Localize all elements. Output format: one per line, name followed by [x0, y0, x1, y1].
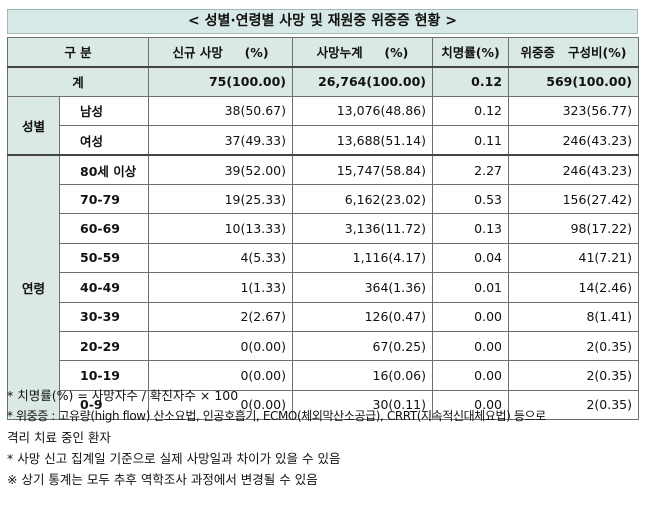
new-deaths-cell: 0(0.00) — [148, 360, 294, 391]
row-label: 30-39 — [58, 301, 150, 332]
fatality-cell: 0.00 — [432, 389, 510, 421]
row-label: 남성 — [58, 95, 150, 127]
new-deaths-cell: 1(1.33) — [148, 272, 294, 303]
severe-cell: 2(0.35) — [508, 360, 640, 391]
footnote: 격리 치료 중인 환자 — [7, 430, 111, 445]
footnote: * 위중증 : 고유량(high flow) 산소요법, 인공호흡기, ECMO… — [7, 409, 546, 423]
cum-deaths-cell: 364(1.36) — [292, 272, 434, 303]
fatality-cell: 0.12 — [432, 95, 510, 127]
new-deaths-cell: 4(5.33) — [148, 242, 294, 274]
fatality-cell: 0.53 — [432, 183, 510, 215]
table-row: 30-39 2(2.67) 126(0.47) 0.00 8(1.41) — [8, 301, 640, 332]
footnote: ※ 상기 통계는 모두 추후 역학조사 과정에서 변경될 수 있음 — [7, 472, 318, 487]
new-deaths-cell: 39(52.00) — [148, 154, 294, 185]
new-deaths-cell: 10(13.33) — [148, 213, 294, 244]
header-new-deaths: 신규 사망 (%) — [148, 36, 294, 68]
cum-deaths-cell: 13,076(48.86) — [292, 95, 434, 127]
fatality-cell: 0.11 — [432, 125, 510, 156]
cum-deaths-cell: 30(0.11) — [292, 389, 434, 421]
total-row: 계 75(100.00) 26,764(100.00) 0.12 569(100… — [6, 66, 640, 97]
row-label: 50-59 — [58, 242, 150, 274]
group-label-sex: 성별 — [7, 95, 60, 156]
fatality-cell: 0.00 — [432, 301, 510, 332]
cum-deaths-cell: 126(0.47) — [292, 301, 434, 332]
row-label: 0-9 — [58, 389, 150, 421]
severe-cell: 2(0.35) — [508, 389, 640, 421]
total-severe: 569(100.00) — [508, 66, 640, 97]
total-cum-deaths: 26,764(100.00) — [292, 66, 434, 97]
total-fatality: 0.12 — [432, 66, 510, 97]
table-title: < 성별·연령별 사망 및 재원중 위중증 현황 > — [7, 9, 638, 34]
table-row: 50-59 4(5.33) 1,116(4.17) 0.04 41(7.21) — [8, 242, 640, 274]
table-row: 성별 남성 38(50.67) 13,076(48.86) 0.12 323(5… — [7, 95, 640, 156]
row-label: 80세 이상 — [58, 154, 150, 185]
header-severe: 위중증 구성비(%) — [508, 36, 640, 68]
severe-cell: 323(56.77) — [508, 95, 640, 127]
stats-table: 구 분 신규 사망 (%) 사망누계 (%) 치명률(%) 위중증 구성비(%)… — [6, 36, 640, 421]
footnote: * 사망 신고 집계일 기준으로 실제 사망일과 차이가 있을 수 있음 — [7, 451, 341, 466]
severe-cell: 14(2.46) — [508, 272, 640, 303]
cum-deaths-cell: 13,688(51.14) — [292, 125, 434, 156]
new-deaths-cell: 19(25.33) — [148, 183, 294, 215]
table-row: 연령 80세 이상 39(52.00) 15,747(58.84) 2.27 2… — [7, 154, 640, 421]
new-deaths-cell: 0(0.00) — [148, 389, 294, 421]
fatality-cell: 0.13 — [432, 213, 510, 244]
fatality-cell: 0.00 — [432, 330, 510, 362]
row-label: 40-49 — [58, 272, 150, 303]
severe-cell: 41(7.21) — [508, 242, 640, 274]
table-row: 40-49 1(1.33) 364(1.36) 0.01 14(2.46) — [8, 272, 640, 303]
header-fatality: 치명률(%) — [432, 36, 510, 68]
row-label: 여성 — [58, 125, 150, 156]
fatality-cell: 0.00 — [432, 360, 510, 391]
cum-deaths-cell: 67(0.25) — [292, 330, 434, 362]
row-label: 10-19 — [58, 360, 150, 391]
header-cum-deaths: 사망누계 (%) — [292, 36, 434, 68]
table-row: 70-79 19(25.33) 6,162(23.02) 0.53 156(27… — [8, 183, 640, 215]
severe-cell: 246(43.23) — [508, 154, 640, 185]
row-label: 70-79 — [58, 183, 150, 215]
fatality-cell: 0.01 — [432, 272, 510, 303]
severe-cell: 2(0.35) — [508, 330, 640, 362]
table-row: 0-9 0(0.00) 30(0.11) 0.00 2(0.35) — [8, 389, 640, 421]
header-row: 구 분 신규 사망 (%) 사망누계 (%) 치명률(%) 위중증 구성비(%) — [6, 36, 640, 68]
severe-cell: 156(27.42) — [508, 183, 640, 215]
fatality-cell: 2.27 — [432, 154, 510, 185]
table-row: 60-69 10(13.33) 3,136(11.72) 0.13 98(17.… — [8, 213, 640, 244]
table-row: 10-19 0(0.00) 16(0.06) 0.00 2(0.35) — [8, 360, 640, 391]
table-row: 20-29 0(0.00) 67(0.25) 0.00 2(0.35) — [8, 330, 640, 362]
group-label-age: 연령 — [7, 154, 60, 421]
new-deaths-cell: 2(2.67) — [148, 301, 294, 332]
new-deaths-cell: 37(49.33) — [148, 125, 294, 156]
row-label: 60-69 — [58, 213, 150, 244]
footnotes: * 치명률(%) = 사망자수 / 확진자수 × 100 * 위중증 : 고유량… — [7, 385, 638, 490]
new-deaths-cell: 38(50.67) — [148, 95, 294, 127]
severe-cell: 8(1.41) — [508, 301, 640, 332]
cum-deaths-cell: 15,747(58.84) — [292, 154, 434, 185]
footnote: * 치명률(%) = 사망자수 / 확진자수 × 100 — [7, 388, 239, 403]
total-label: 계 — [6, 66, 150, 97]
severe-cell: 98(17.22) — [508, 213, 640, 244]
cum-deaths-cell: 3,136(11.72) — [292, 213, 434, 244]
cum-deaths-cell: 6,162(23.02) — [292, 183, 434, 215]
severe-cell: 246(43.23) — [508, 125, 640, 156]
cum-deaths-cell: 1,116(4.17) — [292, 242, 434, 274]
total-new-deaths: 75(100.00) — [148, 66, 294, 97]
table-row: 여성 37(49.33) 13,688(51.14) 0.11 246(43.2… — [7, 125, 640, 156]
row-label: 20-29 — [58, 330, 150, 362]
header-category: 구 분 — [6, 36, 150, 68]
fatality-cell: 0.04 — [432, 242, 510, 274]
new-deaths-cell: 0(0.00) — [148, 330, 294, 362]
